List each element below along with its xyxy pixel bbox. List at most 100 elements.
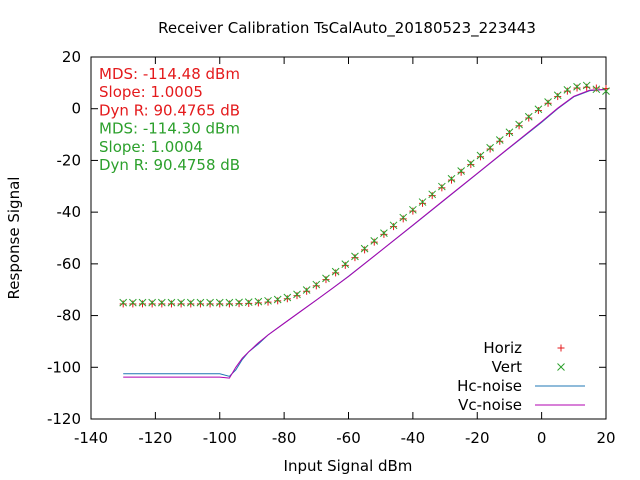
data-point-vert [177, 298, 185, 307]
data-point-vert [409, 205, 417, 214]
data-point-horiz [167, 300, 175, 308]
data-point-horiz [380, 230, 388, 238]
data-point-vert [515, 120, 523, 129]
annotation-text: MDS: -114.30 dBm [99, 120, 240, 138]
data-point-horiz [303, 287, 311, 295]
data-point-horiz [438, 184, 446, 192]
data-point-vert [505, 128, 514, 137]
data-point-vert [119, 298, 128, 307]
data-point-horiz [158, 300, 166, 308]
data-point-vert [418, 198, 427, 206]
data-point-horiz [467, 161, 475, 169]
x-axis-label: Input Signal dBm [284, 457, 413, 475]
data-point-horiz [399, 215, 407, 223]
data-point-horiz [129, 300, 137, 308]
data-point-horiz [496, 137, 504, 145]
data-point-horiz [274, 297, 282, 305]
annotation-text: Slope: 1.0005 [99, 83, 203, 101]
data-point-horiz [341, 261, 349, 269]
data-point-vert [428, 190, 437, 199]
data-point-vert [312, 280, 321, 289]
annotation-text: Dyn R: 90.4758 dB [99, 156, 240, 174]
data-point-vert [157, 298, 166, 307]
data-point-vert [544, 98, 552, 106]
y-tick-label: -60 [57, 255, 82, 273]
x-tick-label: -20 [465, 429, 490, 447]
data-point-horiz [592, 84, 600, 92]
data-point-vert [128, 298, 137, 307]
legend-label: Hc-noise [457, 377, 522, 395]
data-point-vert [573, 82, 581, 91]
data-point-vert [486, 143, 494, 152]
data-point-vert [447, 174, 456, 183]
data-point-horiz [573, 84, 581, 92]
data-point-vert [331, 267, 340, 276]
data-point-horiz [505, 130, 513, 138]
y-axis-label: Response Signal [5, 177, 23, 300]
data-point-vert [273, 295, 282, 304]
data-point-horiz [419, 199, 427, 207]
series-points [119, 81, 610, 308]
x-tick-label: -140 [74, 429, 108, 447]
data-point-vert [215, 298, 224, 307]
data-point-horiz [264, 298, 272, 306]
y-tick-label: -100 [47, 358, 81, 376]
data-point-horiz [332, 269, 340, 277]
data-point-vert [524, 112, 533, 121]
legend-label: Vert [492, 358, 522, 376]
data-point-horiz [216, 300, 224, 308]
y-ticks: -120 -100 -80 -60 -40 -20 0 20 [47, 48, 606, 428]
data-point-vert [602, 87, 610, 95]
data-point-horiz [283, 295, 291, 303]
data-point-horiz [245, 299, 253, 307]
data-point-horiz [409, 207, 417, 215]
y-tick-label: 20 [62, 48, 81, 66]
data-point-vert [553, 91, 562, 100]
data-point-vert [264, 296, 272, 305]
x-tick-label: -80 [272, 429, 297, 447]
legend-label: Vc-noise [458, 396, 522, 414]
data-point-horiz [448, 176, 455, 184]
series-lines [123, 88, 607, 379]
data-point-vert [254, 297, 263, 306]
y-tick-label: -40 [57, 203, 82, 221]
data-point-vert [351, 252, 359, 261]
x-tick-label: -100 [203, 429, 237, 447]
data-point-horiz [457, 168, 465, 176]
x-tick-label: -120 [138, 429, 172, 447]
data-point-vert [302, 286, 311, 294]
data-point-horiz [254, 299, 262, 307]
data-point-horiz [119, 300, 127, 308]
data-point-vert [495, 136, 504, 144]
data-point-horiz [544, 99, 552, 107]
data-point-vert [534, 105, 543, 114]
data-point-vert [322, 274, 330, 283]
data-point-vert [466, 159, 475, 168]
y-tick-label: -120 [47, 410, 81, 428]
data-point-vert [225, 298, 234, 307]
data-point-vert [563, 85, 572, 94]
y-tick-label: 0 [71, 100, 81, 118]
data-point-horiz [322, 276, 330, 284]
data-point-horiz [293, 292, 301, 300]
legend-swatch [557, 363, 565, 371]
x-tick-label: -60 [336, 429, 361, 447]
data-point-vert [206, 298, 214, 307]
x-tick-label: 20 [596, 429, 615, 447]
annotation-text: MDS: -114.48 dBm [99, 65, 240, 83]
data-point-vert [389, 221, 398, 230]
data-point-horiz [476, 153, 484, 161]
data-point-horiz [139, 300, 146, 308]
x-tick-label: -40 [401, 429, 426, 447]
data-point-vert [148, 298, 157, 307]
data-point-horiz [563, 87, 571, 95]
data-point-horiz [534, 107, 542, 115]
series-line-vc-noise [123, 89, 607, 379]
data-point-horiz [486, 145, 494, 153]
data-point-horiz [312, 282, 320, 290]
annotation-text: Dyn R: 90.4765 dB [99, 101, 240, 119]
data-point-horiz [225, 300, 233, 308]
data-point-horiz [148, 300, 156, 308]
